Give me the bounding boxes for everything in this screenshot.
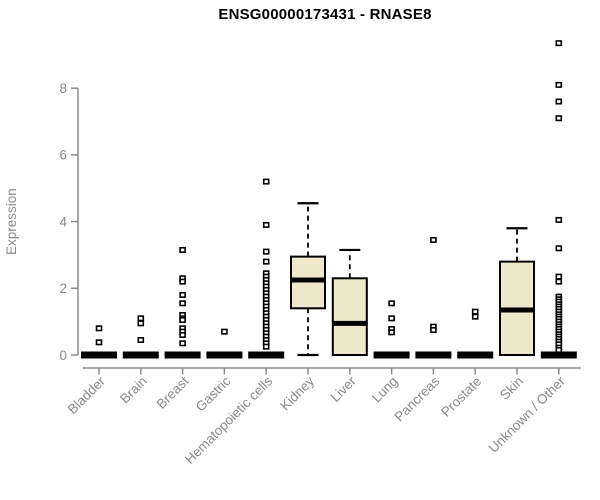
outlier-point-hematopoietic-cells xyxy=(262,258,270,265)
outlier-point-pancreas xyxy=(430,326,437,333)
outlier-point-lung xyxy=(388,300,395,307)
outlier-point-unknown-other xyxy=(555,98,563,105)
zero-box-brain xyxy=(122,351,159,359)
zero-box-breast xyxy=(164,351,201,359)
zero-box-unknown-other xyxy=(540,351,577,359)
outlier-point-unknown-other xyxy=(555,273,563,280)
outlier-point-brain xyxy=(137,320,145,327)
zero-box-lung xyxy=(373,351,410,359)
y-tick-label: 0 xyxy=(59,348,67,363)
outlier-point-gastric xyxy=(221,328,228,335)
outlier-point-breast xyxy=(179,278,186,285)
y-tick-label: 6 xyxy=(59,148,67,163)
outlier-point-pancreas xyxy=(430,236,437,243)
box-liver xyxy=(331,277,368,357)
outlier-point-bladder xyxy=(95,339,103,346)
outlier-point-unknown-other xyxy=(555,216,563,223)
chart-title: ENSG00000173431 - RNASE8 xyxy=(218,6,432,23)
x-tick-label-breast: Breast xyxy=(154,373,192,411)
outlier-point-unknown-other xyxy=(555,278,563,285)
outlier-point-breast xyxy=(179,316,186,323)
outlier-point-breast xyxy=(179,291,186,298)
outlier-point-breast xyxy=(179,300,186,307)
outlier-point-breast xyxy=(179,246,186,253)
outlier-point-hematopoietic-cells xyxy=(262,178,270,185)
outlier-point-unknown-other xyxy=(555,81,563,88)
y-axis-title: Expression xyxy=(4,188,19,255)
zero-box-prostate xyxy=(457,351,494,359)
outlier-point-lung xyxy=(388,315,395,322)
zero-box-bladder xyxy=(81,351,117,359)
outlier-point-brain xyxy=(137,315,145,322)
outlier-point-breast xyxy=(179,331,186,338)
outlier-point-prostate xyxy=(471,313,479,320)
y-tick-label: 4 xyxy=(59,214,67,229)
x-tick-label-unknown-other: Unknown / Other xyxy=(486,373,569,456)
outlier-point-unknown-other xyxy=(555,346,563,353)
outlier-point-prostate xyxy=(471,308,479,315)
outlier-point-unknown-other xyxy=(555,40,563,47)
x-tick-label-skin: Skin xyxy=(497,374,526,403)
outlier-point-brain xyxy=(137,336,145,343)
x-tick-label-kidney: Kidney xyxy=(277,373,317,413)
x-tick-label-liver: Liver xyxy=(328,373,360,405)
outlier-point-breast xyxy=(179,340,186,347)
x-tick-label-brain: Brain xyxy=(117,374,150,407)
x-tick-label-bladder: Bladder xyxy=(65,373,109,417)
outlier-point-bladder xyxy=(95,325,103,332)
x-tick-label-prostate: Prostate xyxy=(438,374,484,420)
zero-box-pancreas xyxy=(415,351,452,359)
outlier-point-unknown-other xyxy=(555,245,563,252)
zero-box-gastric xyxy=(206,351,243,359)
outlier-point-hematopoietic-cells xyxy=(262,248,270,255)
outlier-point-hematopoietic-cells xyxy=(262,221,270,228)
outlier-point-lung xyxy=(388,329,395,336)
x-tick-label-pancreas: Pancreas xyxy=(392,373,443,424)
y-tick-label: 8 xyxy=(59,81,67,96)
x-tick-label-gastric: Gastric xyxy=(193,373,234,414)
y-tick-label: 2 xyxy=(59,281,67,296)
box-kidney xyxy=(290,255,326,310)
outlier-point-unknown-other xyxy=(555,115,563,122)
outlier-point-hematopoietic-cells xyxy=(262,343,270,350)
x-tick-label-lung: Lung xyxy=(369,374,401,406)
zero-box-hematopoietic-cells xyxy=(248,351,285,359)
